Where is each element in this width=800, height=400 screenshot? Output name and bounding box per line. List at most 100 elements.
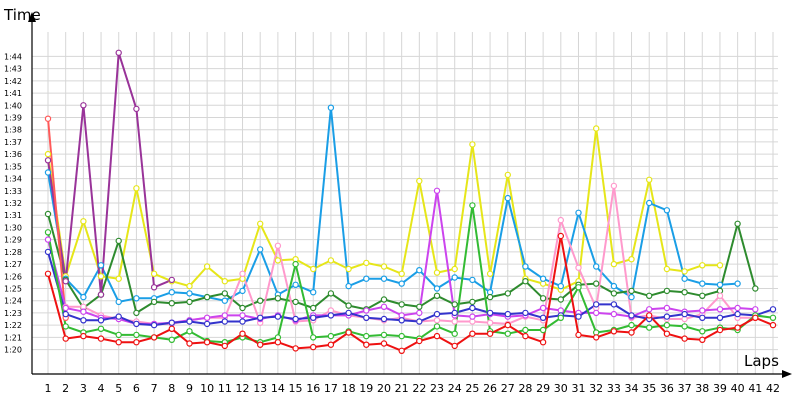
data-point — [504, 310, 511, 318]
data-point — [539, 326, 547, 334]
y-tick-label: 1:40 — [4, 101, 22, 110]
data-point — [292, 298, 299, 306]
data-point — [539, 339, 547, 346]
x-tick-label: 20 — [377, 382, 391, 395]
y-tick-label: 1:31 — [4, 211, 22, 220]
y-tick-label: 1:41 — [4, 89, 22, 98]
x-tick-label: 36 — [660, 382, 674, 395]
data-point — [380, 275, 388, 282]
data-point — [699, 336, 706, 343]
data-point — [575, 284, 582, 291]
data-point — [610, 301, 618, 308]
data-point — [469, 141, 476, 148]
data-point — [451, 265, 458, 273]
data-point — [681, 335, 688, 342]
data-point — [186, 318, 193, 325]
y-tick-label: 1:42 — [4, 77, 22, 86]
data-point — [628, 287, 635, 295]
y-tick-label: 1:43 — [4, 65, 22, 74]
x-axis-label: Laps — [744, 352, 779, 370]
data-point — [239, 330, 246, 337]
data-point — [292, 281, 299, 288]
data-point — [168, 325, 175, 332]
x-tick-label: 10 — [200, 382, 214, 395]
x-tick-label: 5 — [115, 382, 122, 395]
data-point — [257, 246, 264, 253]
data-point — [186, 340, 193, 347]
data-point — [168, 276, 175, 284]
data-point — [257, 220, 264, 227]
data-point — [433, 269, 441, 276]
data-point — [557, 314, 565, 321]
data-point — [451, 309, 458, 317]
data-point — [752, 285, 759, 292]
data-point — [681, 275, 688, 282]
data-point — [398, 347, 405, 354]
tick-labels: 1:20 1:21 1:22 1:23 1:24 1:25 1:26 1:27 1:28 1:29… — [4, 52, 780, 395]
x-tick-label: 24 — [448, 382, 462, 395]
x-tick-label: 27 — [501, 382, 515, 395]
data-point — [345, 265, 352, 273]
y-tick-label: 1:39 — [4, 114, 22, 123]
data-point — [221, 342, 228, 350]
data-point — [44, 229, 52, 236]
data-point — [310, 343, 317, 351]
data-point — [186, 298, 193, 306]
x-tick-label: 34 — [625, 382, 639, 395]
data-point — [345, 329, 352, 336]
x-tick-label: 17 — [324, 382, 338, 395]
data-point — [451, 330, 458, 337]
x-tick-label: 42 — [766, 382, 780, 395]
x-tick-label: 16 — [306, 382, 320, 395]
data-point — [239, 270, 246, 277]
data-point — [274, 295, 282, 302]
data-point — [416, 337, 423, 345]
data-point — [133, 295, 140, 302]
data-point — [575, 264, 582, 271]
data-point — [150, 284, 158, 291]
data-point — [451, 318, 458, 325]
y-tick-label: 1:27 — [4, 260, 22, 269]
data-point — [663, 321, 671, 329]
data-point — [681, 323, 688, 330]
data-point — [203, 320, 211, 328]
data-point — [380, 340, 388, 347]
data-point — [80, 293, 87, 301]
data-point — [257, 314, 264, 321]
data-point — [398, 332, 405, 340]
x-tick-label: 35 — [642, 382, 656, 395]
data-point — [469, 330, 476, 337]
data-point — [628, 321, 635, 329]
data-point — [416, 177, 423, 185]
data-point — [539, 275, 547, 282]
data-point — [433, 332, 441, 340]
data-point — [62, 278, 69, 285]
data-point — [363, 275, 370, 282]
x-tick-label: 19 — [359, 382, 373, 395]
data-point — [44, 115, 52, 122]
x-tick-label: 37 — [678, 382, 692, 395]
data-point — [433, 323, 441, 330]
data-point — [716, 292, 724, 299]
data-point — [239, 312, 246, 319]
x-tick-label: 39 — [713, 382, 727, 395]
data-point — [752, 314, 759, 321]
data-point — [203, 263, 211, 270]
x-tick-label: 38 — [695, 382, 709, 395]
data-point — [380, 296, 388, 303]
x-tick-label: 3 — [80, 382, 87, 395]
data-point — [97, 273, 105, 280]
data-point — [44, 236, 52, 243]
x-tick-label: 23 — [430, 382, 444, 395]
data-point — [62, 335, 69, 342]
y-tick-label: 1:29 — [4, 236, 22, 245]
y-tick-label: 1:24 — [4, 297, 22, 306]
y-tick-label: 1:23 — [4, 309, 22, 318]
data-point — [557, 216, 565, 224]
data-point — [539, 304, 547, 312]
data-point — [97, 262, 105, 269]
data-point — [469, 313, 476, 320]
data-point — [327, 257, 335, 264]
data-point — [221, 297, 228, 304]
data-point — [663, 265, 671, 273]
